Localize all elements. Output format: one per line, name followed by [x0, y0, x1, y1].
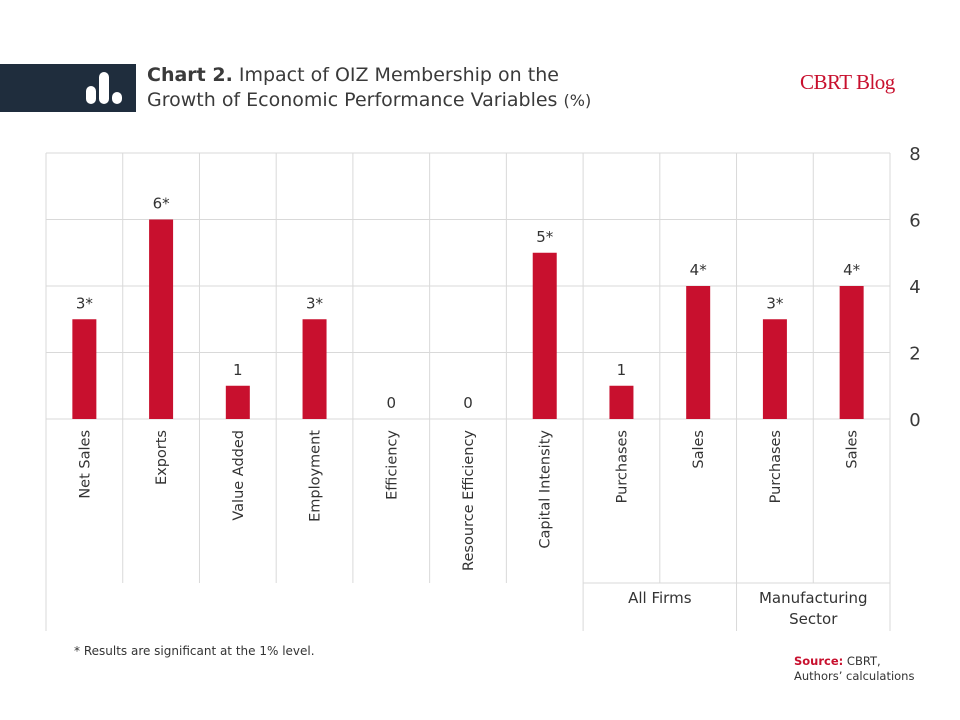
source-text-1: CBRT,: [846, 654, 881, 668]
group-label: Sector: [789, 610, 838, 628]
bar-chart-icon: [86, 72, 122, 104]
category-label: Sales: [691, 430, 707, 469]
category-label: Resource Efficiency: [461, 430, 477, 571]
category-label: Value Added: [231, 430, 247, 521]
bar: [225, 385, 250, 419]
bar: [609, 385, 634, 419]
source-label: Source:: [794, 654, 844, 668]
chart-label: Chart 2.: [147, 64, 233, 86]
bar: [686, 286, 711, 419]
y-tick-label: 8: [909, 144, 920, 165]
bar: [762, 319, 787, 419]
source-text-2: Authors’ calculations: [794, 669, 915, 683]
group-label: All Firms: [628, 589, 692, 607]
bar: [149, 219, 174, 419]
bar: [302, 319, 327, 419]
title-unit: (%): [563, 91, 592, 110]
data-label: 3*: [306, 294, 324, 312]
data-label: 4*: [690, 261, 708, 279]
bar: [839, 286, 864, 419]
y-tick-label: 2: [909, 344, 920, 365]
data-label: 6*: [153, 195, 171, 213]
bar: [532, 252, 557, 419]
data-label: 1: [233, 361, 243, 379]
category-label: Employment: [308, 430, 324, 522]
footnote: * Results are significant at the 1% leve…: [74, 644, 315, 658]
title-line-2: Growth of Economic Performance Variables: [147, 89, 558, 111]
data-label: 1: [617, 361, 627, 379]
category-label: Purchases: [768, 430, 784, 503]
category-label: Efficiency: [384, 430, 400, 500]
chart-title: Chart 2. Impact of OIZ Membership on the…: [147, 63, 591, 113]
title-line-1: Impact of OIZ Membership on the: [238, 64, 559, 86]
data-label: 4*: [843, 261, 861, 279]
category-label: Net Sales: [77, 430, 93, 499]
data-label: 0: [463, 394, 473, 412]
data-label: 5*: [536, 228, 554, 246]
group-label: Manufacturing: [759, 589, 868, 607]
y-tick-label: 4: [909, 277, 920, 298]
y-tick-label: 0: [909, 410, 920, 431]
brand-logo: CBRT Blog: [800, 70, 895, 94]
bar: [72, 319, 97, 419]
header-band: [0, 64, 136, 112]
category-label: Purchases: [614, 430, 630, 503]
data-label: 3*: [76, 294, 94, 312]
category-label: Sales: [845, 430, 861, 469]
y-tick-label: 6: [909, 211, 920, 232]
source-note: Source: CBRT, Authors’ calculations: [794, 654, 914, 684]
data-label: 0: [386, 394, 396, 412]
category-label: Capital Intensity: [538, 430, 554, 549]
data-label: 3*: [766, 294, 784, 312]
category-label: Exports: [154, 430, 170, 485]
